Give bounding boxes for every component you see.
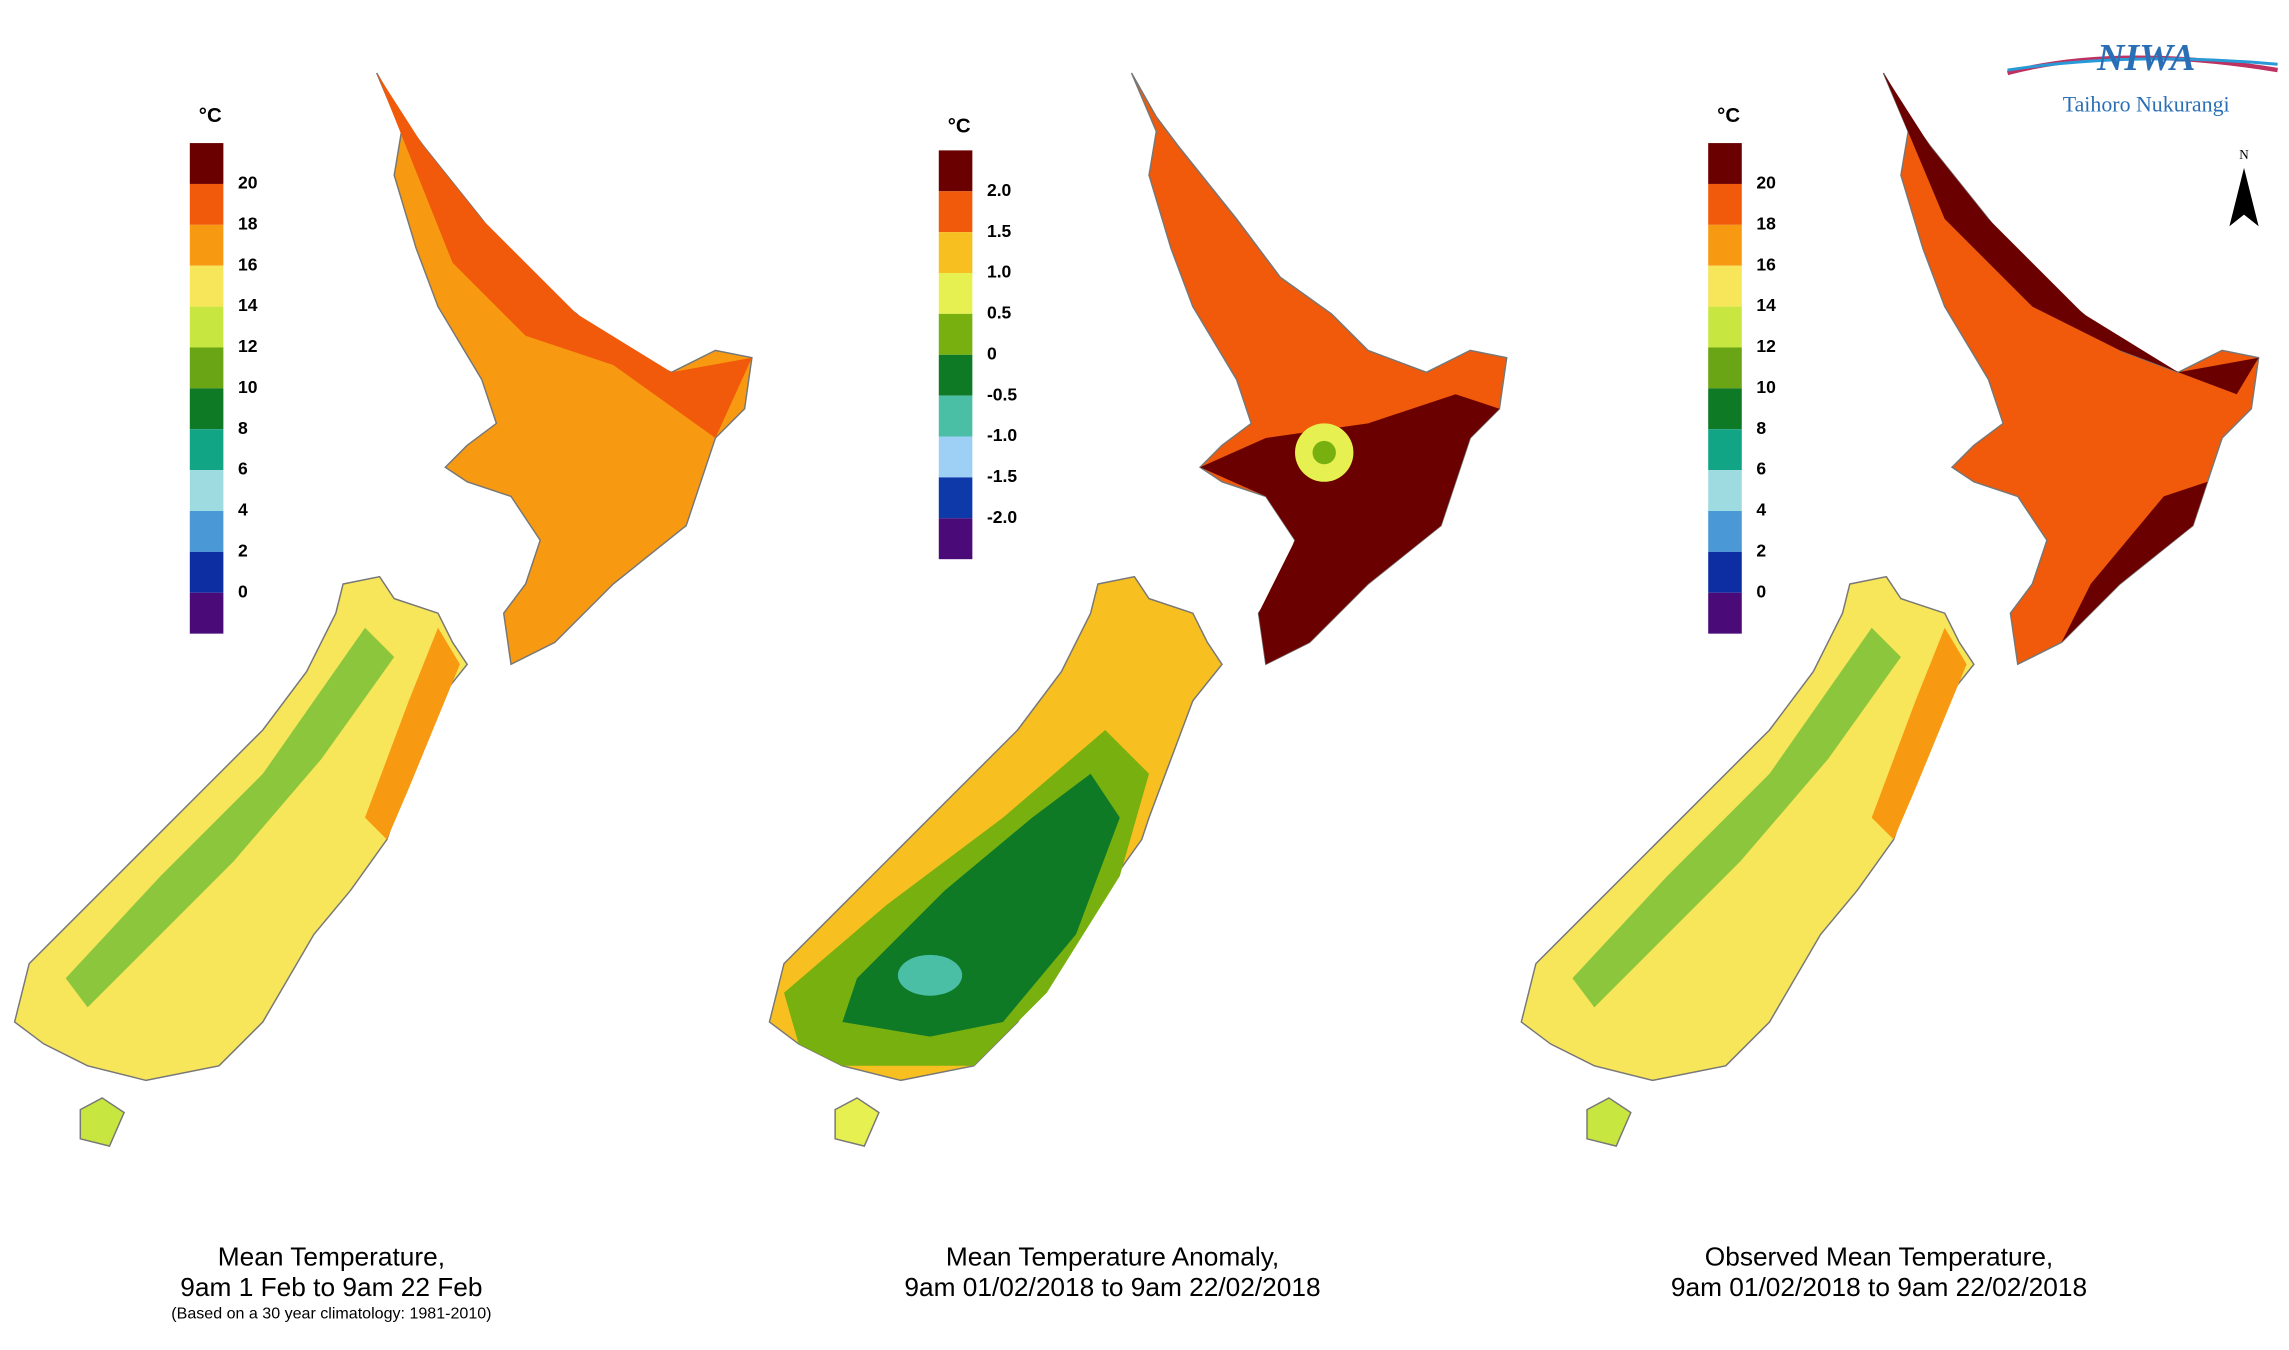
legend-label: 20 (238, 173, 258, 193)
legend-swatch (938, 191, 973, 233)
north-label: N (2239, 147, 2249, 162)
maps: NIWA Taihoro Nukurangi N °C2018161412108… (13, 37, 2278, 1147)
legend-swatch (1708, 183, 1742, 225)
legend-swatch (938, 477, 973, 519)
legend-swatch (189, 265, 224, 307)
legend-label: 14 (1756, 295, 1776, 315)
legend-label: -2.0 (987, 507, 1017, 527)
legend-label: 18 (238, 213, 258, 233)
legend-label: 12 (238, 336, 258, 356)
legend-swatch (1708, 347, 1742, 389)
legend-label: 16 (238, 254, 258, 274)
legend-label: 20 (1756, 173, 1776, 193)
legend-label: 1.0 (987, 262, 1012, 282)
legend-label: 0 (238, 581, 248, 601)
legend-label: 8 (1756, 418, 1766, 438)
legend-label: 2 (238, 541, 248, 561)
legend-swatch (938, 395, 973, 437)
legend-swatch (938, 232, 973, 274)
map-observed (1520, 72, 2260, 1147)
legend-swatch (189, 347, 224, 389)
legend-label: 0.5 (987, 303, 1012, 323)
legend-swatch (1708, 551, 1742, 593)
legend-label: 16 (1756, 254, 1776, 274)
legend-label: 10 (238, 377, 258, 397)
legend-label: 12 (1756, 336, 1776, 356)
caption-line: 9am 1 Feb to 9am 22 Feb (180, 1272, 482, 1302)
legend-label: 6 (1756, 459, 1766, 479)
legend-swatch (189, 388, 224, 430)
legend-swatch (938, 518, 973, 560)
legend-label: 8 (238, 418, 248, 438)
map-climatology (13, 72, 753, 1147)
caption-line: 9am 01/02/2018 to 9am 22/02/2018 (904, 1272, 1320, 1302)
logo-name: NIWA (2096, 37, 2195, 79)
legend-label: 2.0 (987, 180, 1012, 200)
legends: °C20181614121086420°C2.01.51.00.50-0.5-1… (189, 104, 1776, 634)
legend-swatch (1708, 265, 1742, 307)
legend-swatch (189, 224, 224, 266)
legend-swatch (1708, 511, 1742, 552)
logo-subtitle: Taihoro Nukurangi (2063, 92, 2230, 117)
legend-swatch (938, 436, 973, 478)
caption-line: Mean Temperature Anomaly, (946, 1241, 1279, 1271)
legend-swatch (1708, 470, 1742, 511)
legend-swatch (938, 354, 973, 396)
legend-label: 18 (1756, 213, 1776, 233)
legend-swatch (189, 470, 224, 511)
north-arrow (2229, 167, 2259, 227)
legend-swatch (938, 150, 973, 192)
legend-swatch (189, 143, 224, 184)
legend-label: -1.5 (987, 466, 1017, 486)
legend-swatch (189, 429, 224, 471)
caption-line: Observed Mean Temperature, (1705, 1241, 2053, 1271)
legend-label: 1.5 (987, 221, 1012, 241)
legend-label: 10 (1756, 377, 1776, 397)
legend-swatch (1708, 224, 1742, 266)
legend-label: 2 (1756, 541, 1766, 561)
caption-line: Mean Temperature, (218, 1241, 445, 1271)
legend-label: 0 (987, 343, 997, 363)
legend-swatch (1708, 143, 1742, 184)
legend-label: 4 (1756, 500, 1766, 520)
legend-label: -0.5 (987, 384, 1017, 404)
map-anomaly (768, 72, 1508, 1147)
legend-swatch (189, 306, 224, 348)
legend-unit: °C (948, 114, 971, 137)
legend-swatch (189, 183, 224, 225)
legend-label: 0 (1756, 581, 1766, 601)
legend-unit: °C (199, 104, 222, 127)
legend-swatch (1708, 592, 1742, 634)
legend-unit: °C (1717, 104, 1740, 127)
legend-label: 6 (238, 459, 248, 479)
legend-swatch (938, 313, 973, 355)
legend-swatch (1708, 306, 1742, 348)
legend-swatch (189, 592, 224, 634)
legend-swatch (938, 273, 973, 314)
legend-label: 14 (238, 295, 258, 315)
legend-swatch (189, 511, 224, 552)
legend-label: -1.0 (987, 425, 1017, 445)
caption-line: (Based on a 30 year climatology: 1981-20… (171, 1304, 491, 1322)
legend-swatch (189, 551, 224, 593)
legend-label: 4 (238, 500, 248, 520)
legend-swatch (1708, 388, 1742, 430)
legend-swatch (1708, 429, 1742, 471)
caption-line: 9am 01/02/2018 to 9am 22/02/2018 (1671, 1272, 2087, 1302)
